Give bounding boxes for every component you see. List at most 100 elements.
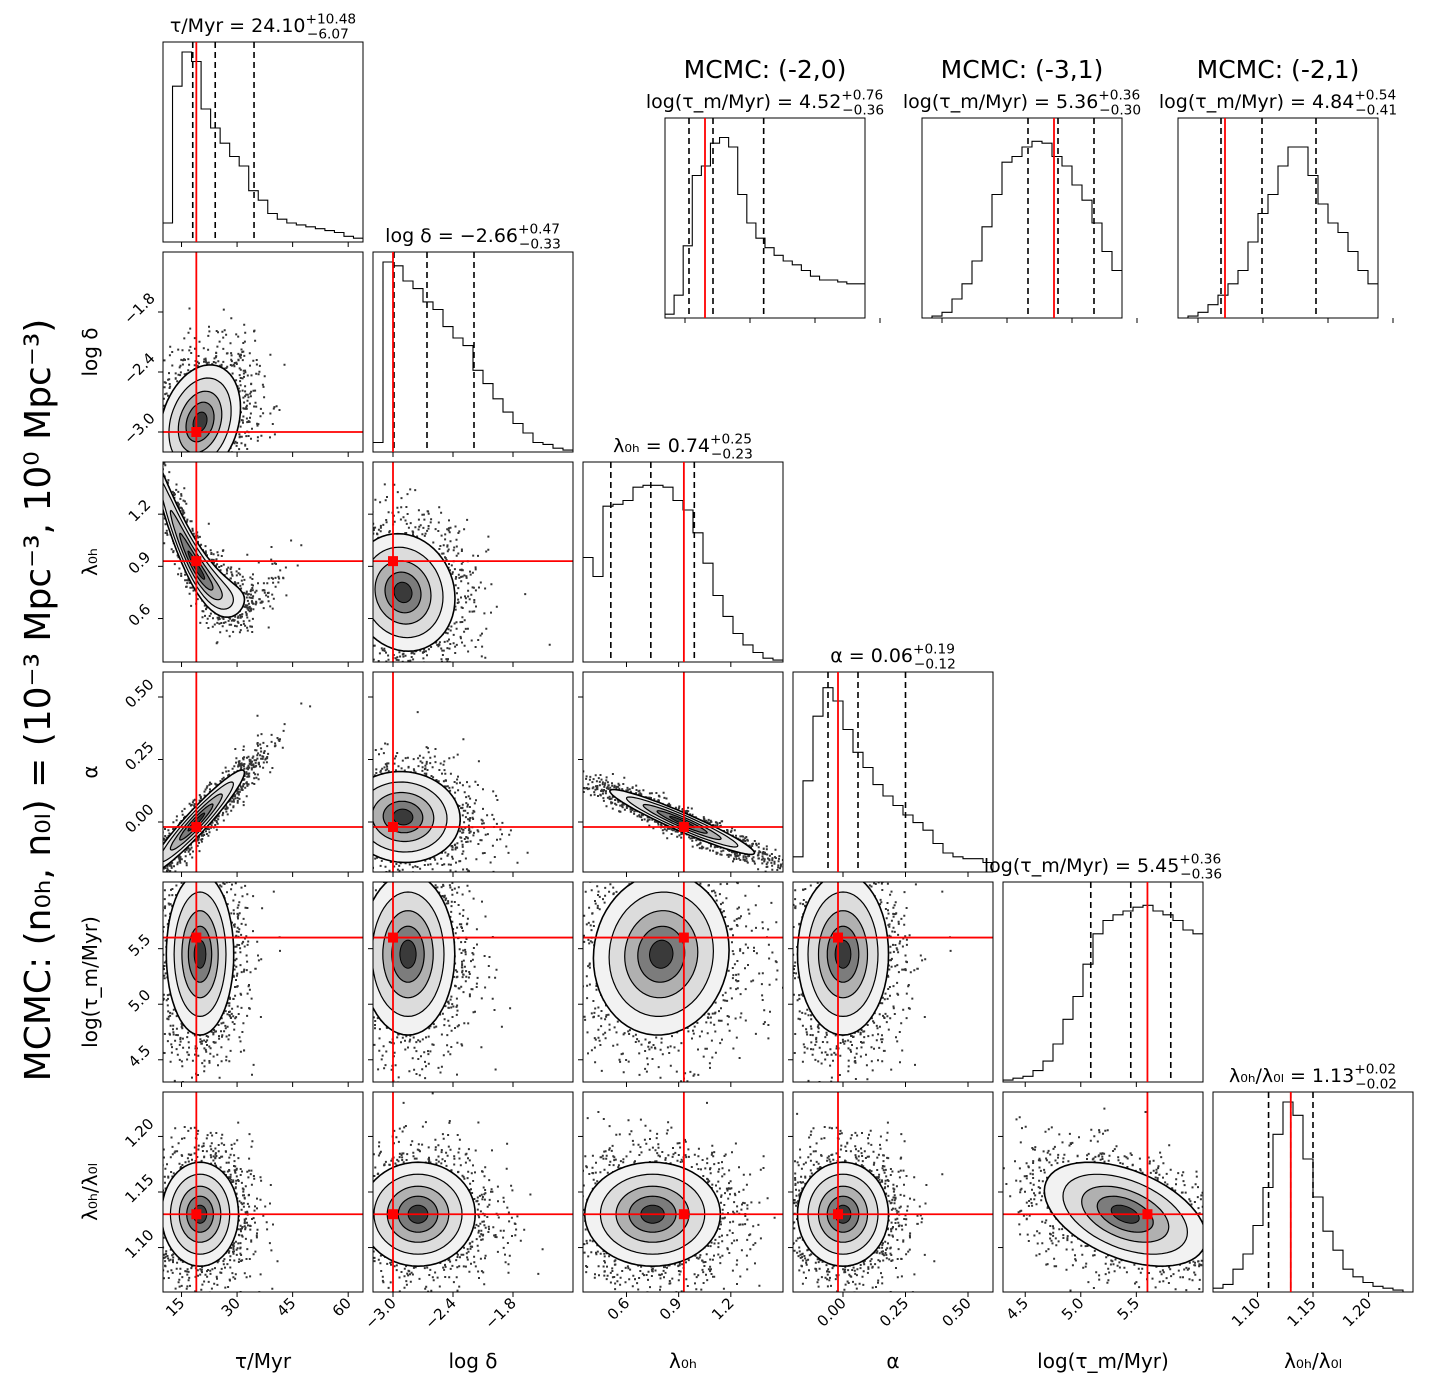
x-tau-tick-label: 30 <box>218 1294 244 1320</box>
joint-frame <box>792 881 994 1083</box>
inset-title: log(τ_m/Myr) = 4.84+0.54 −0.41 <box>1159 87 1397 118</box>
title-minus: −6.07 <box>307 26 349 42</box>
joint-density <box>583 1101 776 1292</box>
density-contour <box>393 581 413 604</box>
x-ratio-tick-label: 1.20 <box>1339 1294 1375 1330</box>
title-plus: +0.54 <box>1354 87 1396 103</box>
histogram-frame <box>1177 117 1379 319</box>
figure-super-label: MCMC: (n₀ₕ, n₀ₗ) = (10⁻³ Mpc⁻³, 10⁰ Mpc⁻… <box>18 319 59 1082</box>
y-alpha-tick-label: 0.00 <box>121 800 157 836</box>
x-ratio-tick-label: 1.15 <box>1283 1294 1319 1330</box>
y-ratio-tick-label: 1.15 <box>121 1170 157 1206</box>
x-logtaum-tick-label: 5.0 <box>1058 1294 1088 1324</box>
joint-frame <box>372 881 574 1083</box>
density-contour <box>399 939 417 969</box>
histogram-frame <box>1002 881 1204 1083</box>
density-contour <box>648 939 674 969</box>
x-logdelta-tick-label: −2.4 <box>421 1294 459 1332</box>
truth-marker <box>191 1209 202 1220</box>
truth-marker <box>191 932 202 943</box>
histogram-step <box>665 136 865 315</box>
histogram-step <box>373 261 573 451</box>
title-logtaum: log(τ_m/Myr) = 5.45+0.36 −0.36 <box>984 851 1222 882</box>
truth-marker <box>191 427 202 437</box>
title-alpha: α = 0.06+0.19 −0.12 <box>830 641 956 672</box>
y-axis-label-alpha: α <box>78 765 102 778</box>
truth-marker <box>388 1209 398 1220</box>
x-logdelta-tick-label: −1.8 <box>481 1294 519 1332</box>
title-minus: −0.36 <box>1180 866 1222 882</box>
title-minus: −0.12 <box>914 656 956 672</box>
y-alpha-tick-label: 0.25 <box>121 738 157 774</box>
joint-density <box>1003 1107 1203 1292</box>
x-logtaum-tick-label: 4.5 <box>1002 1294 1032 1324</box>
truth-marker <box>388 822 398 832</box>
title-value: log δ = −2.66 <box>385 225 518 247</box>
histogram-frame <box>372 251 574 453</box>
title-plus: +0.36 <box>1179 851 1221 867</box>
inset-heading: MCMC: (-2,1) <box>1197 55 1360 84</box>
title-minus: −0.02 <box>1355 1076 1397 1092</box>
truth-marker <box>678 1209 689 1220</box>
y-axis-label-logtaum: log(τ_m/Myr) <box>78 916 102 1048</box>
inset-heading: MCMC: (-2,0) <box>684 55 847 84</box>
joint-frame <box>162 251 364 453</box>
joint-density <box>373 483 551 662</box>
density-contour <box>163 471 246 619</box>
y-lambda0h-tick-label: 0.6 <box>125 600 155 630</box>
title-minus: −0.41 <box>1355 102 1397 118</box>
joint-frame <box>582 671 784 873</box>
density-contour <box>834 939 852 969</box>
title-value: τ/Myr = 24.10 <box>170 15 306 37</box>
y-logdelta-tick-label: −3.0 <box>120 409 158 447</box>
y-logtaum-tick-label: 4.5 <box>125 1041 155 1071</box>
title-plus: +0.19 <box>913 641 955 657</box>
histogram-step <box>163 51 363 239</box>
joint-frame <box>372 461 574 663</box>
joint-density <box>793 1112 944 1292</box>
x-lambda0h-tick-label: 0.6 <box>604 1294 634 1324</box>
y-logdelta-tick-label: −2.4 <box>120 349 158 387</box>
histogram-frame <box>921 117 1123 319</box>
x-axis-label-logdelta: log δ <box>448 1349 497 1373</box>
x-axis-label-alpha: α <box>886 1349 899 1373</box>
joint-frame <box>372 671 574 873</box>
x-tau-tick-label: 45 <box>273 1294 299 1320</box>
title-minus: −0.33 <box>519 236 561 252</box>
histogram-frame <box>792 671 994 873</box>
title-value: λ₀ₕ/λ₀ₗ = 1.13 <box>1229 1065 1354 1087</box>
x-axis-label-tau: τ/Myr <box>235 1349 292 1373</box>
y-logdelta-tick-label: −1.8 <box>120 289 158 327</box>
title-minus: −0.23 <box>711 446 753 462</box>
title-plus: +10.48 <box>306 11 357 27</box>
truth-marker <box>1142 1209 1153 1220</box>
x-axis-label-lambda0h: λ₀ₕ <box>669 1349 697 1373</box>
y-axis-label-logdelta: log δ <box>78 327 102 376</box>
truth-marker <box>678 822 689 832</box>
truth-marker <box>191 822 202 832</box>
corner-plot-panels <box>158 41 1414 1297</box>
title-value: log(τ_m/Myr) = 4.52 <box>646 91 841 113</box>
truth-marker <box>388 556 398 567</box>
y-logtaum-tick-label: 5.0 <box>125 986 155 1016</box>
title-value: log(τ_m/Myr) = 4.84 <box>1159 91 1354 113</box>
x-lambda0h-tick-label: 1.2 <box>708 1294 738 1324</box>
joint-frame <box>162 881 364 1083</box>
title-logdelta: log δ = −2.66+0.47 −0.33 <box>385 221 561 252</box>
x-alpha-tick-label: 0.00 <box>813 1294 849 1330</box>
x-axis-label-ratio: λ₀ₕ/λ₀ₗ <box>1284 1349 1342 1373</box>
y-ratio-tick-label: 1.20 <box>121 1115 157 1151</box>
histogram-step <box>1003 904 1203 1081</box>
title-ratio: λ₀ₕ/λ₀ₗ = 1.13+0.02 −0.02 <box>1229 1061 1397 1092</box>
title-plus: +0.76 <box>841 87 883 103</box>
joint-frame <box>162 671 364 873</box>
x-logdelta-tick-label: −3.0 <box>361 1294 399 1332</box>
joint-density <box>373 711 529 872</box>
scatter-points <box>373 711 529 872</box>
scatter-points <box>163 462 303 645</box>
histogram-frame <box>664 117 866 319</box>
joint-frame <box>162 461 364 663</box>
histogram-step <box>922 140 1122 319</box>
